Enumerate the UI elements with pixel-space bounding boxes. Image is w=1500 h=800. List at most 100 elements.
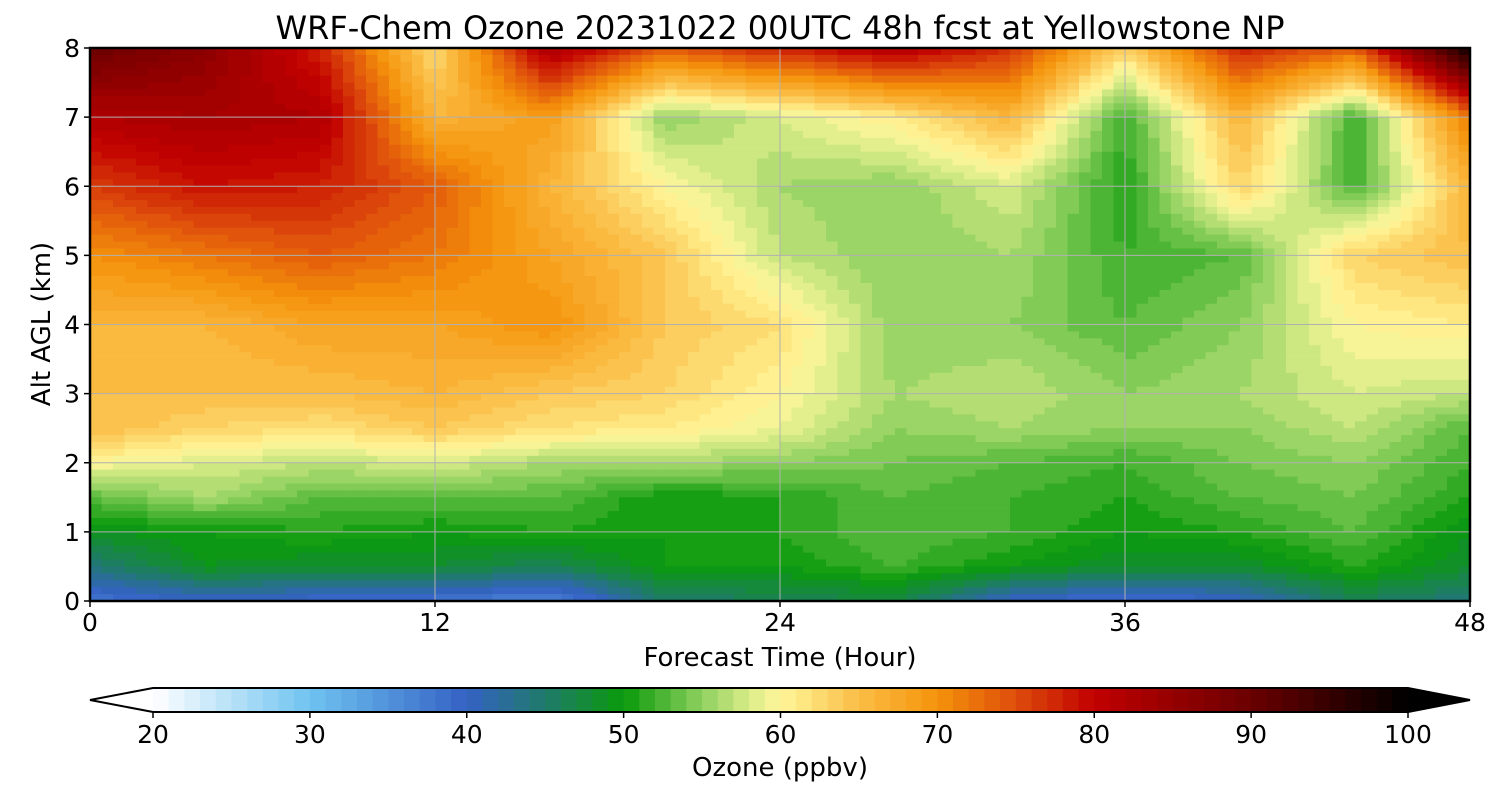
heatmap-cell [1378, 165, 1391, 174]
heatmap-cell [1090, 241, 1103, 250]
heatmap-cell [308, 331, 321, 339]
heatmap-cell [412, 158, 425, 167]
heatmap-cell [860, 227, 873, 236]
heatmap-cell [711, 289, 724, 298]
heatmap-cell [320, 54, 333, 63]
heatmap-cell [665, 310, 678, 319]
heatmap-cell [1274, 289, 1287, 298]
heatmap-cell [1355, 303, 1368, 312]
heatmap-cell [400, 117, 413, 125]
heatmap-cell [90, 89, 103, 97]
heatmap-cell [757, 48, 770, 56]
heatmap-cell [216, 110, 229, 118]
heatmap-cell [1401, 276, 1414, 284]
heatmap-cell [354, 283, 367, 291]
heatmap-cell [354, 144, 367, 153]
heatmap-cell [929, 324, 942, 333]
heatmap-cell [90, 68, 103, 77]
heatmap-cell [320, 75, 333, 84]
heatmap-cell [607, 130, 620, 139]
heatmap-cell [274, 151, 287, 160]
heatmap-cell [987, 124, 1000, 132]
heatmap-cell [561, 276, 574, 284]
heatmap-cell [665, 144, 678, 153]
heatmap-cell [159, 248, 172, 256]
heatmap-cell [1274, 75, 1287, 84]
heatmap-cell [619, 276, 632, 284]
heatmap-cell [987, 269, 1000, 277]
heatmap-cell [1378, 117, 1391, 125]
heatmap-cell [1194, 158, 1207, 167]
heatmap-cell [941, 110, 954, 118]
heatmap-cell [952, 75, 965, 84]
heatmap-cell [527, 82, 540, 91]
heatmap-cell [642, 179, 655, 187]
heatmap-cell [561, 248, 574, 256]
heatmap-cell [1113, 144, 1126, 153]
heatmap-cell [1125, 220, 1138, 229]
heatmap-cell [849, 82, 862, 91]
heatmap-cell [458, 317, 471, 326]
heatmap-cell [343, 269, 356, 277]
heatmap-cell [515, 255, 528, 263]
heatmap-cell [814, 269, 827, 277]
heatmap-cell [1136, 75, 1149, 84]
heatmap-cell [1424, 144, 1437, 153]
heatmap-cell [550, 96, 563, 104]
heatmap-cell [90, 186, 103, 194]
heatmap-cell [262, 54, 275, 63]
heatmap-cell [745, 96, 758, 104]
heatmap-cell [860, 151, 873, 160]
heatmap-cell [1378, 96, 1391, 104]
heatmap-cell [297, 200, 310, 208]
heatmap-cell [1332, 276, 1345, 284]
heatmap-cell [757, 89, 770, 97]
heatmap-cell [906, 262, 919, 270]
heatmap-cell [849, 75, 862, 84]
heatmap-cell [343, 234, 356, 243]
heatmap-cell [734, 227, 747, 236]
heatmap-cell [1125, 255, 1138, 263]
heatmap-cell [837, 331, 850, 339]
heatmap-cell [1090, 269, 1103, 277]
heatmap-cell [274, 186, 287, 194]
heatmap-cell [1125, 75, 1138, 84]
heatmap-cell [975, 227, 988, 236]
heatmap-cell [803, 158, 816, 167]
heatmap-cell [377, 137, 390, 146]
heatmap-cell [538, 110, 551, 118]
heatmap-cell [642, 324, 655, 333]
heatmap-cell [136, 54, 149, 63]
heatmap-cell [642, 144, 655, 153]
heatmap-cell [1205, 151, 1218, 160]
heatmap-cell [527, 289, 540, 298]
heatmap-cell [584, 61, 597, 70]
heatmap-cell [113, 331, 126, 339]
heatmap-cell [1263, 89, 1276, 97]
heatmap-cell [228, 303, 241, 312]
heatmap-cell [952, 310, 965, 319]
heatmap-cell [228, 296, 241, 305]
heatmap-cell [239, 317, 252, 326]
heatmap-cell [814, 82, 827, 91]
heatmap-cell [1251, 117, 1264, 125]
heatmap-cell [745, 269, 758, 277]
heatmap-cell [354, 68, 367, 77]
heatmap-cell [1263, 68, 1276, 77]
heatmap-cell [791, 324, 804, 333]
heatmap-cell [906, 213, 919, 222]
heatmap-cell [1182, 248, 1195, 256]
heatmap-cell [1424, 200, 1437, 208]
heatmap-cell [1240, 179, 1253, 187]
heatmap-cell [630, 124, 643, 132]
heatmap-cell [849, 234, 862, 243]
heatmap-cell [849, 103, 862, 111]
heatmap-cell [699, 96, 712, 104]
heatmap-cell [251, 103, 264, 111]
heatmap-cell [1435, 227, 1448, 236]
heatmap-cell [699, 103, 712, 111]
heatmap-cell [1378, 296, 1391, 305]
heatmap-cell [791, 172, 804, 180]
heatmap-cell [573, 317, 586, 326]
